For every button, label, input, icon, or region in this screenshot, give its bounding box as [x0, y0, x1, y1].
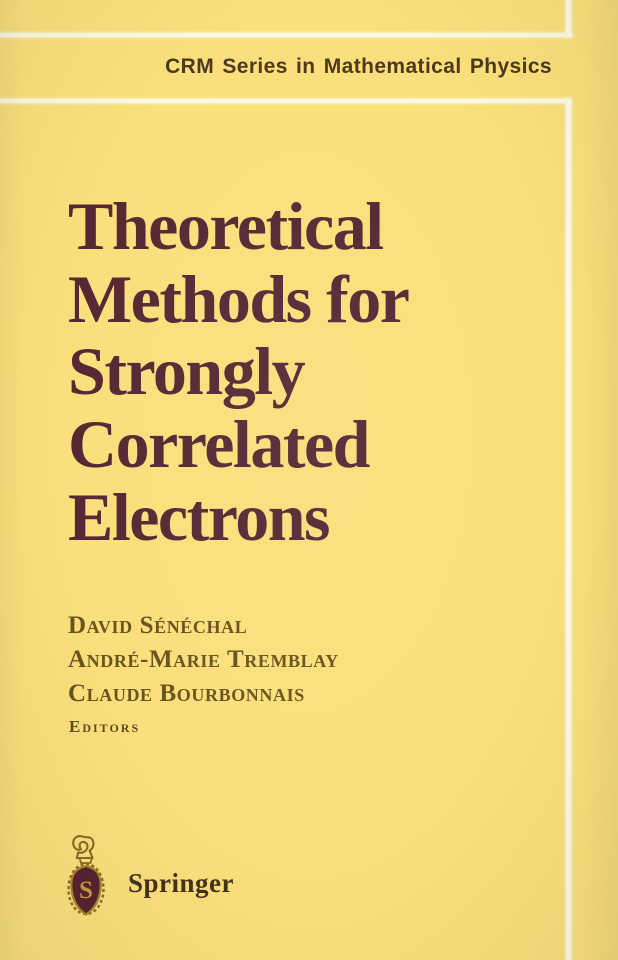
main-frame-top-rule — [0, 99, 571, 103]
book-title-line: Strongly — [68, 333, 306, 410]
main-frame-right-rule — [566, 99, 571, 960]
publisher-logo: S Springer — [62, 830, 234, 922]
springer-knight-crest-icon: S — [67, 835, 105, 916]
top-band-bottom-rule — [0, 33, 572, 37]
publisher-name: Springer — [128, 867, 235, 898]
editor-name: André-Marie Tremblay — [68, 646, 339, 673]
book-title-line: Electrons — [68, 478, 331, 555]
book-title-line: Correlated — [68, 406, 370, 483]
editor-names: David Sénéchal André-Marie Tremblay Clau… — [68, 609, 339, 711]
book-title-line: Theoretical — [68, 188, 384, 264]
editor-name: Claude Bourbonnais — [68, 680, 305, 707]
top-band-right-rule — [566, 0, 571, 37]
book-title-line: Methods for — [68, 260, 410, 337]
series-title: CRM Series in Mathematical Physics — [165, 55, 552, 78]
editor-name: David Sénéchal — [68, 612, 248, 639]
book-title: Theoretical Methods for Strongly Correla… — [68, 188, 410, 555]
editors-label: Editors — [69, 717, 141, 736]
svg-text:S: S — [79, 877, 93, 904]
